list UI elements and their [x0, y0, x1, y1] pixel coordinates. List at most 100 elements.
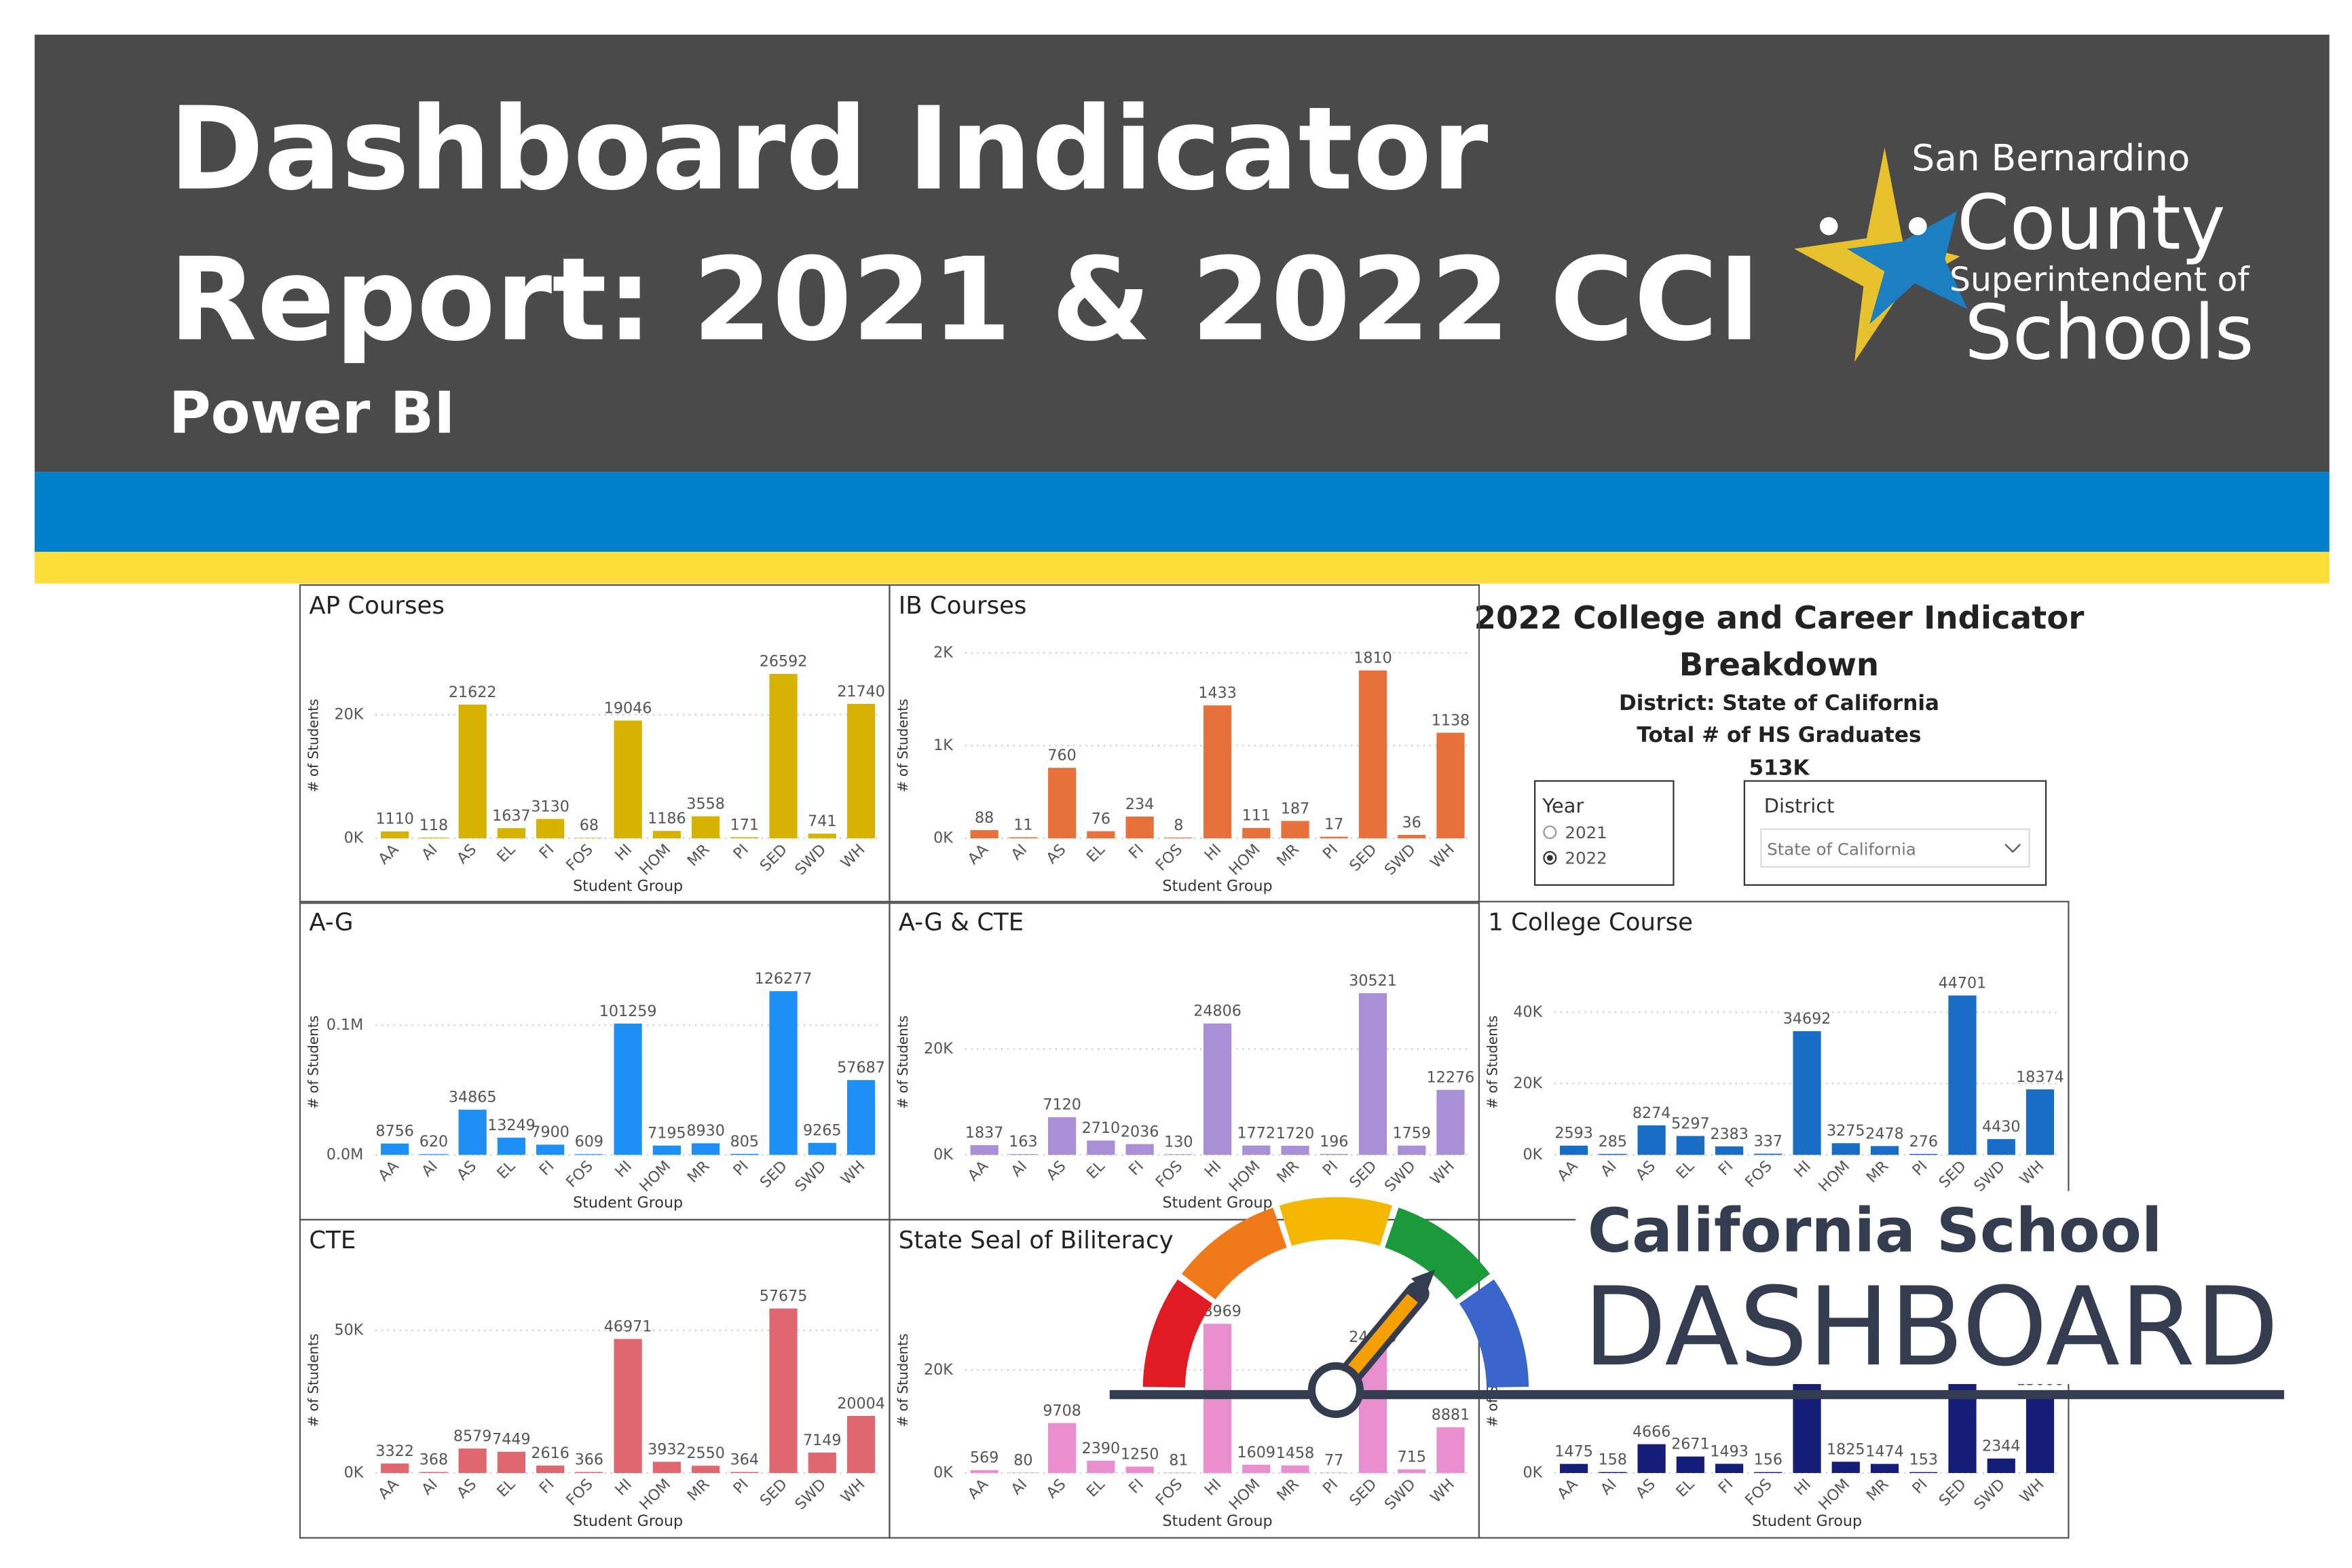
bar — [652, 1461, 681, 1474]
x-tick-label: HOM — [1226, 841, 1264, 879]
bar — [1436, 732, 1465, 838]
x-tick-label: MR — [684, 1157, 713, 1187]
y-tick-label: 0.1M — [326, 1016, 363, 1034]
value-label: 3322 — [375, 1442, 414, 1460]
y-axis-label: # of Students — [305, 698, 322, 792]
value-label: 1433 — [1198, 684, 1237, 702]
chevron[interactable] — [2004, 844, 2021, 853]
gauge-hub — [1307, 1362, 1364, 1418]
value-label: 3275 — [1827, 1122, 1865, 1140]
bar — [1125, 1466, 1154, 1474]
yellow-band — [35, 551, 2330, 584]
y-tick-label: 20K — [924, 1040, 954, 1058]
card-title: 2022 College and Career Indicator — [1474, 599, 2085, 636]
value-label: 1474 — [1865, 1443, 1904, 1461]
dropdown-value[interactable]: State of California — [1767, 839, 1916, 859]
x-tick-label: HI — [1201, 1157, 1225, 1181]
x-tick-label: AS — [1632, 1157, 1659, 1184]
value-label: 7149 — [803, 1432, 842, 1449]
value-label: 2344 — [1982, 1438, 2021, 1455]
x-tick-label: EL — [1083, 1475, 1108, 1500]
chart-title: 1 College Course — [1488, 908, 1693, 936]
x-tick-label: HOM — [636, 1476, 674, 1514]
value-label: 2550 — [686, 1444, 725, 1462]
bar — [1599, 1472, 1627, 1474]
x-tick-label: HI — [1791, 1157, 1814, 1181]
pencil-fill — [1339, 1294, 1418, 1384]
x-tick-label: AS — [1632, 1476, 1659, 1502]
x-tick-label: AS — [453, 841, 480, 867]
slicer-title: Year — [1542, 794, 1584, 817]
bar — [575, 1472, 603, 1474]
value-label: 13249 — [487, 1117, 536, 1134]
x-tick-label: SWD — [791, 841, 829, 879]
radio-label[interactable]: 2021 — [1565, 823, 1607, 842]
value-label: 156 — [1754, 1451, 1782, 1469]
bar — [1242, 827, 1271, 838]
card-title: Breakdown — [1679, 646, 1879, 683]
x-tick-label: EL — [493, 840, 519, 865]
bar — [1754, 1472, 1782, 1474]
card-total-value: 513K — [1749, 756, 1810, 781]
value-label: 21622 — [449, 684, 497, 701]
value-label: 1637 — [492, 807, 531, 825]
x-tick-label: SED — [1346, 1476, 1380, 1510]
x-tick-label: WH — [2017, 1476, 2048, 1507]
x-tick-label: WH — [838, 1476, 869, 1507]
value-label: 1186 — [648, 810, 686, 827]
bar — [497, 1138, 526, 1155]
bar — [1793, 1031, 1821, 1155]
value-label: 44701 — [1939, 974, 1987, 992]
x-tick-label: HOM — [1226, 1157, 1264, 1195]
x-tick-label: AA — [965, 1157, 992, 1184]
bar — [730, 1472, 759, 1474]
x-tick-label: AI — [1008, 1157, 1031, 1180]
x-tick-label: MR — [1863, 1476, 1892, 1505]
value-label: 760 — [1047, 747, 1076, 764]
dashboard-logo-text: DASHBOARD — [1583, 1264, 2279, 1390]
bar — [846, 1080, 876, 1155]
value-label: 130 — [1164, 1133, 1193, 1151]
x-tick-label: MR — [1273, 841, 1303, 870]
year-slicer: Year 2021 2022 — [1534, 780, 1675, 886]
value-label: 11 — [1013, 816, 1032, 834]
value-label: 3932 — [648, 1440, 686, 1458]
x-axis-label: Student Group — [573, 1512, 683, 1530]
gauge-segment — [1142, 1279, 1213, 1388]
radio-label[interactable]: 2022 — [1565, 848, 1607, 868]
county-logo: San Bernardino County Superintendent of … — [1794, 137, 2254, 377]
value-label: 2710 — [1082, 1119, 1121, 1137]
slicer-box — [1534, 780, 1675, 886]
value-label: 2671 — [1671, 1436, 1710, 1453]
x-tick-label: FI — [1125, 1157, 1147, 1179]
value-label: 1110 — [375, 810, 414, 828]
bar — [1358, 670, 1387, 838]
x-tick-label: AS — [1043, 1476, 1069, 1502]
bar — [381, 1463, 409, 1474]
x-axis-label: Student Group — [1163, 878, 1273, 895]
bar — [769, 1308, 798, 1474]
value-label: 2593 — [1554, 1125, 1593, 1142]
value-label: 9708 — [1043, 1402, 1081, 1419]
value-label: 2616 — [531, 1444, 570, 1462]
dropdown[interactable] — [1760, 828, 2030, 868]
bar — [1358, 993, 1387, 1155]
x-tick-label: PI — [730, 1476, 751, 1497]
value-label: 337 — [1754, 1133, 1782, 1151]
x-tick-label: MR — [684, 841, 713, 870]
x-tick-label: EL — [1673, 1157, 1698, 1182]
x-tick-label: HOM — [1815, 1157, 1853, 1195]
value-label: 163 — [1009, 1133, 1037, 1151]
value-label: 34692 — [1783, 1010, 1831, 1028]
x-tick-label: FOS — [563, 1476, 597, 1510]
bar — [1436, 1427, 1465, 1474]
y-tick-label: 0.0M — [326, 1146, 363, 1163]
bar — [1203, 1023, 1232, 1155]
value-label: 80 — [1013, 1451, 1032, 1469]
bar — [691, 1466, 720, 1474]
radio[interactable] — [1543, 825, 1557, 840]
x-tick-label: HI — [612, 841, 635, 865]
chart-title: State Seal of Biliteracy — [899, 1227, 1174, 1254]
x-tick-label: HI — [612, 1476, 635, 1499]
value-label: 285 — [1599, 1133, 1627, 1151]
